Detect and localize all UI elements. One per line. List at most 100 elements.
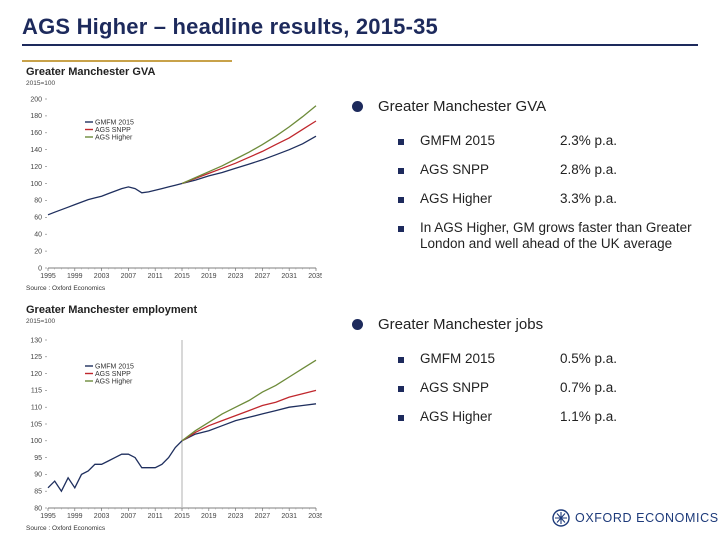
y-tick-label: 85 (34, 489, 42, 496)
row-name: AGS Higher (420, 409, 493, 424)
legend-label: GMFM 2015 (95, 363, 134, 370)
square-bullet-icon (398, 357, 404, 363)
x-tick-label: 2015 (174, 273, 190, 280)
y-tick-label: 120 (30, 371, 42, 378)
y-tick-label: 115 (31, 388, 42, 395)
x-tick-label: 1999 (67, 513, 83, 520)
jobs-heading-text: Greater Manchester jobs (378, 316, 544, 333)
square-bullet-icon (398, 415, 404, 421)
y-tick-label: 80 (34, 505, 42, 512)
x-tick-label: 2035 (308, 513, 322, 520)
x-tick-label: 2019 (201, 273, 217, 280)
series-line-ags-higher (181, 105, 317, 185)
x-tick-label: 2015 (174, 513, 190, 520)
title-rule (22, 44, 698, 46)
x-tick-label: 2027 (255, 513, 271, 520)
y-tick-label: 0 (38, 265, 42, 272)
oxford-economics-logo: OXFORD ECONOMICS (552, 509, 719, 527)
row-rate: 1.1% p.a. (560, 409, 618, 424)
y-tick-label: 90 (34, 472, 42, 479)
jobs-heading: Greater Manchester jobs (352, 316, 702, 333)
series-line-ags-snpp (181, 120, 317, 185)
legend-label: AGS SNPP (95, 127, 131, 134)
legend-label: AGS Higher (95, 134, 133, 141)
gva-bullets: Greater Manchester GVA GMFM 2015 2.3% p.… (352, 98, 702, 252)
row-name: GMFM 2015 (420, 133, 496, 148)
row-name: AGS SNPP (420, 380, 490, 395)
y-tick-label: 110 (31, 405, 42, 412)
bullet-dot-icon (352, 101, 363, 112)
square-bullet-icon (398, 197, 404, 203)
chart-subtitle: 2015=100 (26, 80, 55, 87)
x-tick-label: 2023 (228, 513, 244, 520)
chart-title: Greater Manchester GVA (26, 66, 155, 78)
y-tick-label: 120 (30, 164, 42, 171)
jobs-row-higher: AGS Higher 1.1% p.a. (352, 409, 702, 424)
logo-globe-icon (552, 509, 570, 527)
series-line-ags-higher (181, 359, 317, 442)
jobs-row-snpp: AGS SNPP 0.7% p.a. (352, 380, 702, 395)
y-tick-label: 40 (34, 232, 42, 239)
x-tick-label: 2011 (148, 513, 163, 520)
y-tick-label: 180 (30, 113, 42, 120)
legend-label: AGS Higher (95, 378, 133, 385)
chart-title: Greater Manchester employment (26, 304, 198, 316)
legend-label: GMFM 2015 (95, 119, 134, 126)
chart-subtitle: 2015=100 (26, 318, 55, 325)
y-tick-label: 95 (34, 455, 42, 462)
x-tick-label: 2031 (281, 273, 297, 280)
x-tick-label: 1999 (67, 273, 83, 280)
series-line-ags-snpp (181, 389, 317, 442)
gva-row-higher: AGS Higher 3.3% p.a. (352, 191, 702, 206)
y-tick-label: 125 (30, 354, 42, 361)
jobs-bullets: Greater Manchester jobs GMFM 2015 0.5% p… (352, 316, 702, 438)
jobs-row-gmfm: GMFM 2015 0.5% p.a. (352, 351, 702, 366)
x-tick-label: 2007 (121, 513, 137, 520)
y-tick-label: 160 (30, 130, 42, 137)
y-tick-label: 20 (34, 248, 42, 255)
bullet-dot-icon (352, 319, 363, 330)
gva-chart: Greater Manchester GVA 2015=100 0 20 40 60 80 1… (26, 66, 322, 292)
square-bullet-icon (398, 386, 404, 392)
gva-heading: Greater Manchester GVA (352, 98, 702, 115)
legend-label: AGS SNPP (95, 371, 131, 378)
gva-note: In AGS Higher, GM grows faster than Grea… (352, 220, 702, 252)
y-tick-label: 100 (30, 438, 42, 445)
row-name: GMFM 2015 (420, 351, 496, 366)
y-tick-label: 130 (30, 337, 42, 344)
gva-heading-text: Greater Manchester GVA (378, 98, 547, 115)
row-rate: 3.3% p.a. (560, 191, 618, 206)
x-tick-label: 2019 (201, 513, 217, 520)
row-rate: 2.8% p.a. (560, 162, 618, 177)
row-rate: 0.5% p.a. (560, 351, 618, 366)
employment-chart: Greater Manchester employment 2015=100 80 8… (26, 304, 322, 532)
x-tick-label: 2035 (308, 273, 322, 280)
y-tick-label: 105 (30, 421, 42, 428)
x-tick-label: 2007 (121, 273, 137, 280)
square-bullet-icon (398, 226, 404, 232)
row-name: AGS Higher (420, 191, 493, 206)
gva-row-snpp: AGS SNPP 2.8% p.a. (352, 162, 702, 177)
row-rate: 0.7% p.a. (560, 380, 618, 395)
chart-source: Source : Oxford Economics (26, 285, 106, 292)
y-tick-label: 200 (30, 96, 42, 103)
row-name: AGS SNPP (420, 162, 490, 177)
x-tick-label: 2027 (255, 273, 271, 280)
y-tick-label: 60 (34, 215, 42, 222)
x-tick-label: 2011 (148, 273, 163, 280)
x-tick-label: 2023 (228, 273, 244, 280)
series-line-gmfm-2015 (47, 403, 317, 493)
x-tick-label: 1995 (40, 513, 56, 520)
y-tick-label: 80 (34, 198, 42, 205)
square-bullet-icon (398, 139, 404, 145)
y-tick-label: 140 (30, 147, 42, 154)
logo-text: OXFORD ECONOMICS (575, 511, 719, 525)
x-tick-label: 2003 (94, 513, 110, 520)
gva-note-text: In AGS Higher, GM grows faster than Grea… (420, 220, 692, 251)
page-title: AGS Higher – headline results, 2015-35 (22, 14, 438, 39)
x-tick-label: 1995 (40, 273, 56, 280)
row-rate: 2.3% p.a. (560, 133, 618, 148)
chart-source: Source : Oxford Economics (26, 525, 106, 532)
accent-rule (22, 60, 232, 62)
square-bullet-icon (398, 168, 404, 174)
